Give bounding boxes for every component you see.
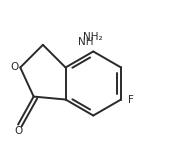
Text: NH₂: NH₂	[84, 32, 103, 42]
Text: O: O	[14, 126, 22, 136]
Text: NH: NH	[78, 37, 93, 47]
Text: F: F	[128, 95, 133, 105]
Text: O: O	[10, 62, 19, 72]
